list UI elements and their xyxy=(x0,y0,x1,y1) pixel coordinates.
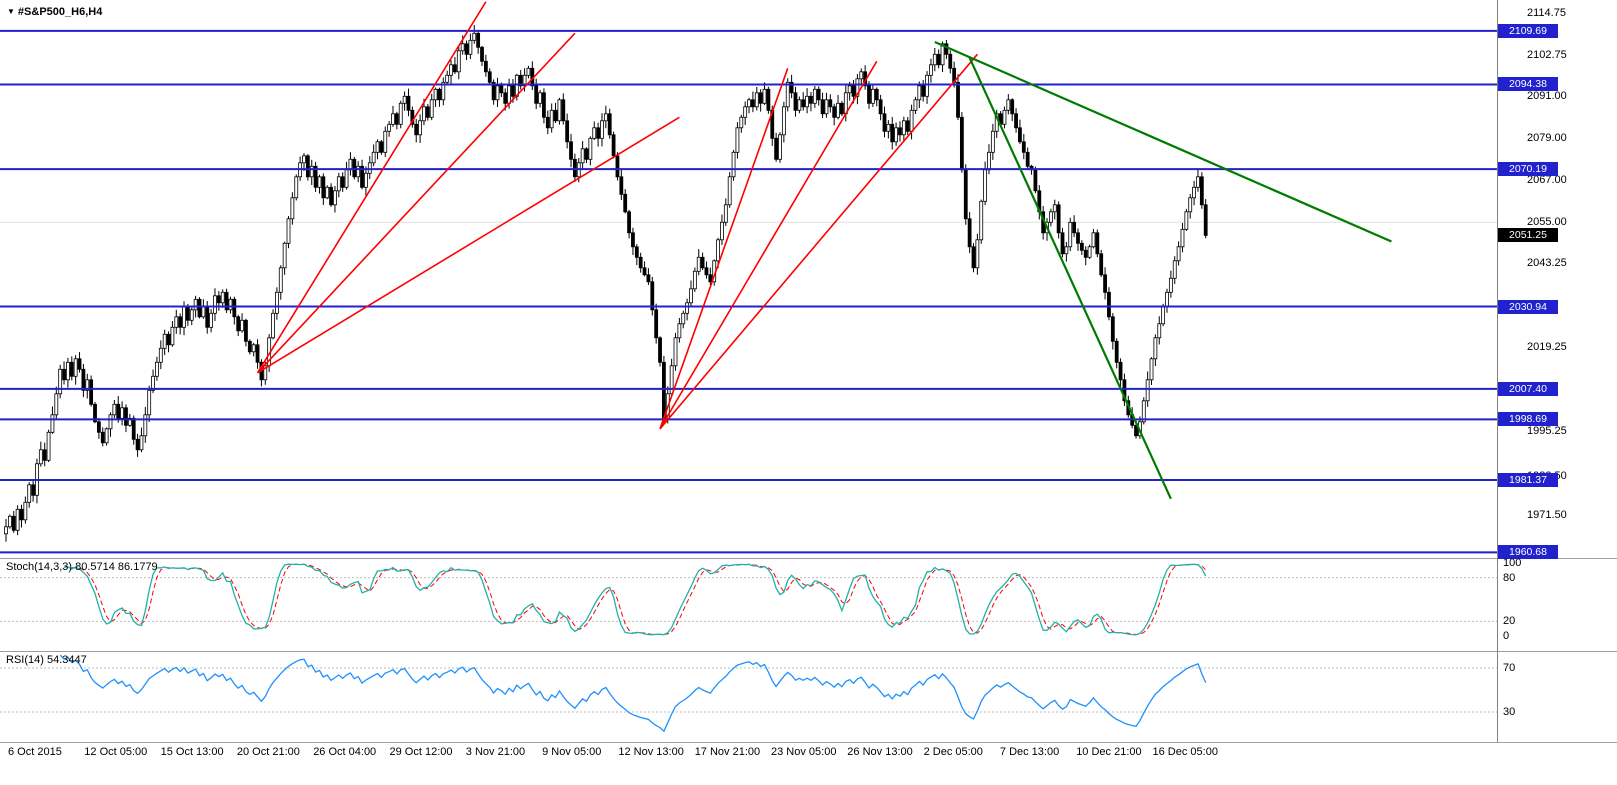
price-scale[interactable]: 2114.75 2102.75 2091.00 2079.00 2067.00 2055.… xyxy=(1498,0,1617,762)
symbol-label: #S&P500_H6,H4 xyxy=(17,6,103,18)
price-tick: 2019.25 xyxy=(1527,341,1567,354)
stoch-indicator-label: Stoch(14,3,3) 80.5714 86.1779 xyxy=(6,561,158,573)
level-price-badge: 2007.40 xyxy=(1498,381,1558,396)
time-axis-label: 20 Oct 21:00 xyxy=(236,746,300,758)
level-price-badge: 1998.69 xyxy=(1498,412,1558,427)
time-axis-label: 7 Dec 13:00 xyxy=(999,746,1060,758)
price-tick: 1971.50 xyxy=(1527,508,1567,521)
time-axis-label: 16 Dec 05:00 xyxy=(1152,746,1218,758)
panel-separator-stoch[interactable] xyxy=(0,558,1617,559)
price-tick: 2043.25 xyxy=(1527,257,1567,270)
time-axis-label: 23 Nov 05:00 xyxy=(771,746,837,758)
level-price-badge: 2070.19 xyxy=(1498,162,1558,177)
current-price-badge: 2051.25 xyxy=(1498,228,1558,243)
time-axis-label: 2 Dec 05:00 xyxy=(923,746,983,758)
level-price-badge: 1960.68 xyxy=(1498,545,1558,560)
time-axis-label: 29 Oct 12:00 xyxy=(389,746,453,758)
rsi-scale-tick: 70 xyxy=(1503,662,1516,674)
rsi-indicator-label: RSI(14) 54.3447 xyxy=(6,654,87,666)
time-axis-separator xyxy=(0,742,1617,743)
time-axis[interactable]: 6 Oct 2015 12 Oct 05:00 15 Oct 13:00 20 Oct… xyxy=(0,744,1617,764)
symbol-title: ▼ #S&P500_H6,H4 xyxy=(7,6,102,18)
price-tick: 2067.00 xyxy=(1527,174,1567,187)
level-price-badge: 2109.69 xyxy=(1498,23,1558,38)
chart-canvas[interactable] xyxy=(0,0,1497,785)
stoch-scale-tick: 100 xyxy=(1503,557,1522,569)
time-axis-label: 15 Oct 13:00 xyxy=(160,746,224,758)
level-price-badge: 1981.37 xyxy=(1498,473,1558,487)
rsi-scale-tick: 30 xyxy=(1503,706,1516,718)
price-tick: 2102.75 xyxy=(1527,49,1567,62)
rsi-panel xyxy=(0,654,1497,733)
time-axis-label: 12 Nov 13:00 xyxy=(618,746,684,758)
price-tick: 2079.00 xyxy=(1527,132,1567,145)
price-tick: 2055.00 xyxy=(1527,216,1567,229)
time-axis-label: 6 Oct 2015 xyxy=(8,746,62,758)
time-axis-label: 26 Oct 04:00 xyxy=(313,746,377,758)
price-tick: 2091.00 xyxy=(1527,90,1567,103)
stoch-scale-tick: 20 xyxy=(1503,615,1516,628)
support-resistance-lines xyxy=(0,29,1497,554)
time-axis-label: 12 Oct 05:00 xyxy=(84,746,148,758)
trendlines xyxy=(256,1,1392,500)
time-axis-label: 17 Nov 21:00 xyxy=(694,746,761,758)
stoch-scale-tick: 80 xyxy=(1503,571,1516,584)
level-price-badge: 2030.94 xyxy=(1498,299,1558,314)
price-tick: 1995.25 xyxy=(1527,425,1567,438)
stoch-scale-tick: 0 xyxy=(1503,630,1510,642)
level-price-badge: 2094.38 xyxy=(1498,77,1558,92)
price-axis-line xyxy=(1497,0,1498,742)
time-axis-label: 10 Dec 21:00 xyxy=(1076,746,1142,758)
price-tick: 2114.75 xyxy=(1527,7,1566,20)
panel-separator-rsi[interactable] xyxy=(0,651,1617,652)
time-axis-label: 26 Nov 13:00 xyxy=(847,746,913,758)
time-axis-label: 3 Nov 21:00 xyxy=(465,746,526,758)
stoch-panel xyxy=(0,563,1497,636)
candles xyxy=(4,25,1208,542)
time-axis-label: 9 Nov 05:00 xyxy=(542,746,602,758)
chevron-down-icon[interactable]: ▼ xyxy=(7,7,15,16)
